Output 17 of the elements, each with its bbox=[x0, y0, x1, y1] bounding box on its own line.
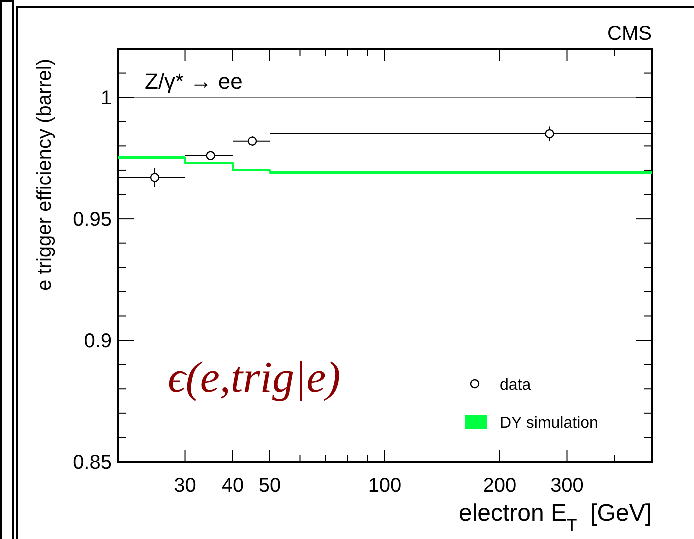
y-tick-label: 1 bbox=[100, 88, 112, 110]
y-tick-label: 0.9 bbox=[84, 330, 112, 353]
x-tick-label: 30 bbox=[174, 475, 196, 497]
x-tick-label: 200 bbox=[483, 475, 517, 497]
y-axis-title: e trigger efficiency (barrel) bbox=[34, 59, 56, 291]
x-tick-label: 40 bbox=[222, 475, 244, 497]
x-tick-label: 100 bbox=[368, 475, 402, 497]
x-tick-label: 50 bbox=[258, 475, 282, 497]
x-tick-label: 300 bbox=[550, 475, 584, 497]
annotation: ϵ(e,trig|e) bbox=[168, 353, 341, 402]
y-tick-label: 0.95 bbox=[73, 209, 112, 232]
y-tick-label: 0.85 bbox=[73, 452, 112, 474]
x-axis-title: electron E$_{T}$ [GeV] bbox=[458, 500, 652, 534]
legend-label: data bbox=[500, 377, 532, 394]
text: CMS bbox=[608, 23, 652, 45]
legend-label: DY simulation bbox=[500, 415, 598, 432]
annotation: Z/γ* → ee bbox=[145, 69, 243, 94]
